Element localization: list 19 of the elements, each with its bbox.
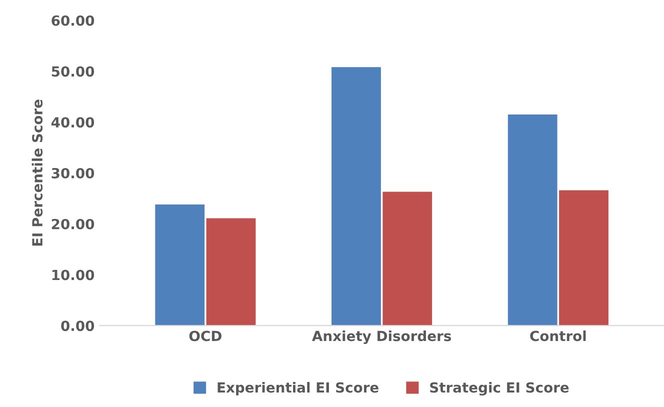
- x-tick-label: Control: [530, 330, 586, 342]
- x-tick-label: OCD: [189, 330, 222, 342]
- y-tick-label: 20.00: [52, 218, 94, 230]
- y-tick-label: 30.00: [52, 168, 94, 178]
- y-tick-label: 60.00: [52, 15, 94, 26]
- bar: [206, 218, 256, 326]
- legend-label: Strategic EI Score: [430, 382, 569, 396]
- bar: [382, 192, 432, 326]
- y-tick-label: 40.00: [51, 117, 94, 128]
- bar: [155, 204, 205, 326]
- x-tick-label: Anxiety Disorders: [312, 330, 452, 344]
- legend-label: Experiential EI Score: [218, 382, 378, 396]
- y-tick-label: 0.00: [61, 320, 94, 332]
- y-tick-label: 10.00: [52, 270, 94, 280]
- bar: [508, 114, 558, 326]
- y-tick-label: 50.00: [52, 66, 94, 77]
- y-axis-title: EI Percentile Score: [32, 100, 43, 246]
- bar: [332, 67, 381, 326]
- bar: [559, 190, 608, 326]
